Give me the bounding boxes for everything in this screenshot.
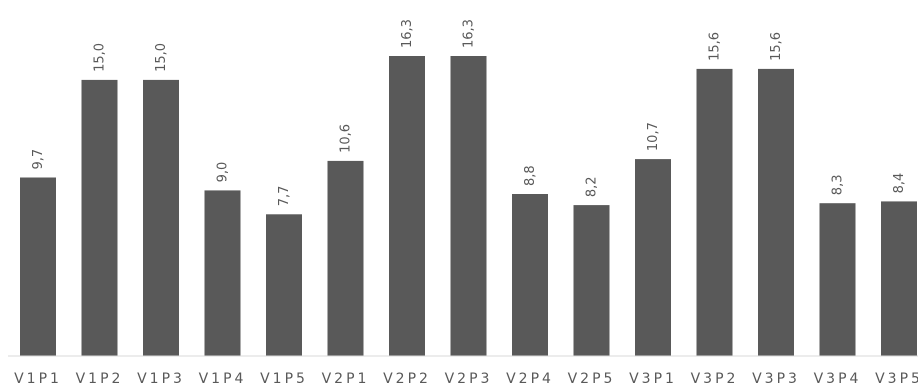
- data-label-v1p2: 15,0: [93, 43, 108, 72]
- data-label-v1p5: 7,7: [277, 186, 292, 207]
- data-label-v2p3: 16,3: [462, 19, 477, 48]
- x-tick-label-v2p3: V2P3: [445, 371, 493, 387]
- bars-group: [20, 56, 917, 357]
- bar-v3p1: [635, 159, 671, 356]
- bar-v3p2: [696, 68, 733, 357]
- bar-v2p1: [327, 160, 364, 356]
- x-tick-label-v1p4: V1P4: [199, 371, 247, 387]
- x-tick-label-v1p2: V1P2: [76, 371, 124, 387]
- x-tick-label-v2p2: V2P2: [383, 371, 431, 387]
- x-tick-label-v3p5: V3P5: [875, 371, 918, 387]
- data-label-v3p3: 15,6: [769, 32, 784, 61]
- data-label-v2p1: 10,6: [339, 124, 354, 153]
- x-tick-label-v1p5: V1P5: [260, 371, 308, 387]
- x-tick-label-v1p3: V1P3: [137, 371, 185, 387]
- bar-v1p2: [81, 79, 118, 357]
- data-label-v3p2: 15,6: [708, 32, 723, 61]
- x-tick-labels-group: V1P1 V1P2 V1P3 V1P4 V1P5 V2P1 V2P2 V2P3 V2P4 V2P5…: [14, 371, 918, 387]
- x-tick-label-v3p4: V3P4: [814, 371, 862, 387]
- bar-v1p1: [20, 177, 56, 356]
- data-label-v2p2: 16,3: [400, 19, 415, 48]
- bar-v3p5: [881, 201, 917, 356]
- data-label-v1p1: 9,7: [31, 149, 46, 170]
- bar-v2p2: [389, 56, 425, 356]
- x-tick-label-v3p2: V3P2: [691, 371, 739, 387]
- bar-v3p3: [758, 68, 794, 357]
- bar-v2p3: [450, 56, 487, 356]
- bar-v1p3: [143, 79, 179, 357]
- data-labels-group: 9,7 15,0 15,0 9,0 7,7 10,6 16,3 16,3 8,8 8,2 10,7 1…: [31, 19, 907, 206]
- x-tick-label-v3p1: V3P1: [629, 371, 677, 387]
- data-label-v1p3: 15,0: [154, 43, 169, 72]
- bar-v1p5: [266, 214, 302, 356]
- x-tick-label-v3p3: V3P3: [752, 371, 800, 387]
- x-tick-label-v2p4: V2P4: [506, 371, 554, 387]
- data-label-v3p4: 8,3: [831, 175, 846, 196]
- data-label-v2p5: 8,2: [585, 176, 600, 197]
- bar-v2p4: [512, 194, 548, 356]
- x-tick-label-v2p1: V2P1: [322, 371, 370, 387]
- bar-v3p4: [819, 203, 856, 356]
- data-label-v2p4: 8,8: [523, 165, 538, 186]
- x-tick-label-v2p5: V2P5: [568, 371, 616, 387]
- bar-v2p5: [573, 205, 610, 356]
- data-label-v1p4: 9,0: [216, 162, 231, 183]
- data-label-v3p5: 8,4: [892, 173, 907, 194]
- bar-v1p4: [204, 190, 241, 356]
- x-tick-label-v1p1: V1P1: [14, 371, 62, 387]
- data-label-v3p1: 10,7: [646, 122, 661, 151]
